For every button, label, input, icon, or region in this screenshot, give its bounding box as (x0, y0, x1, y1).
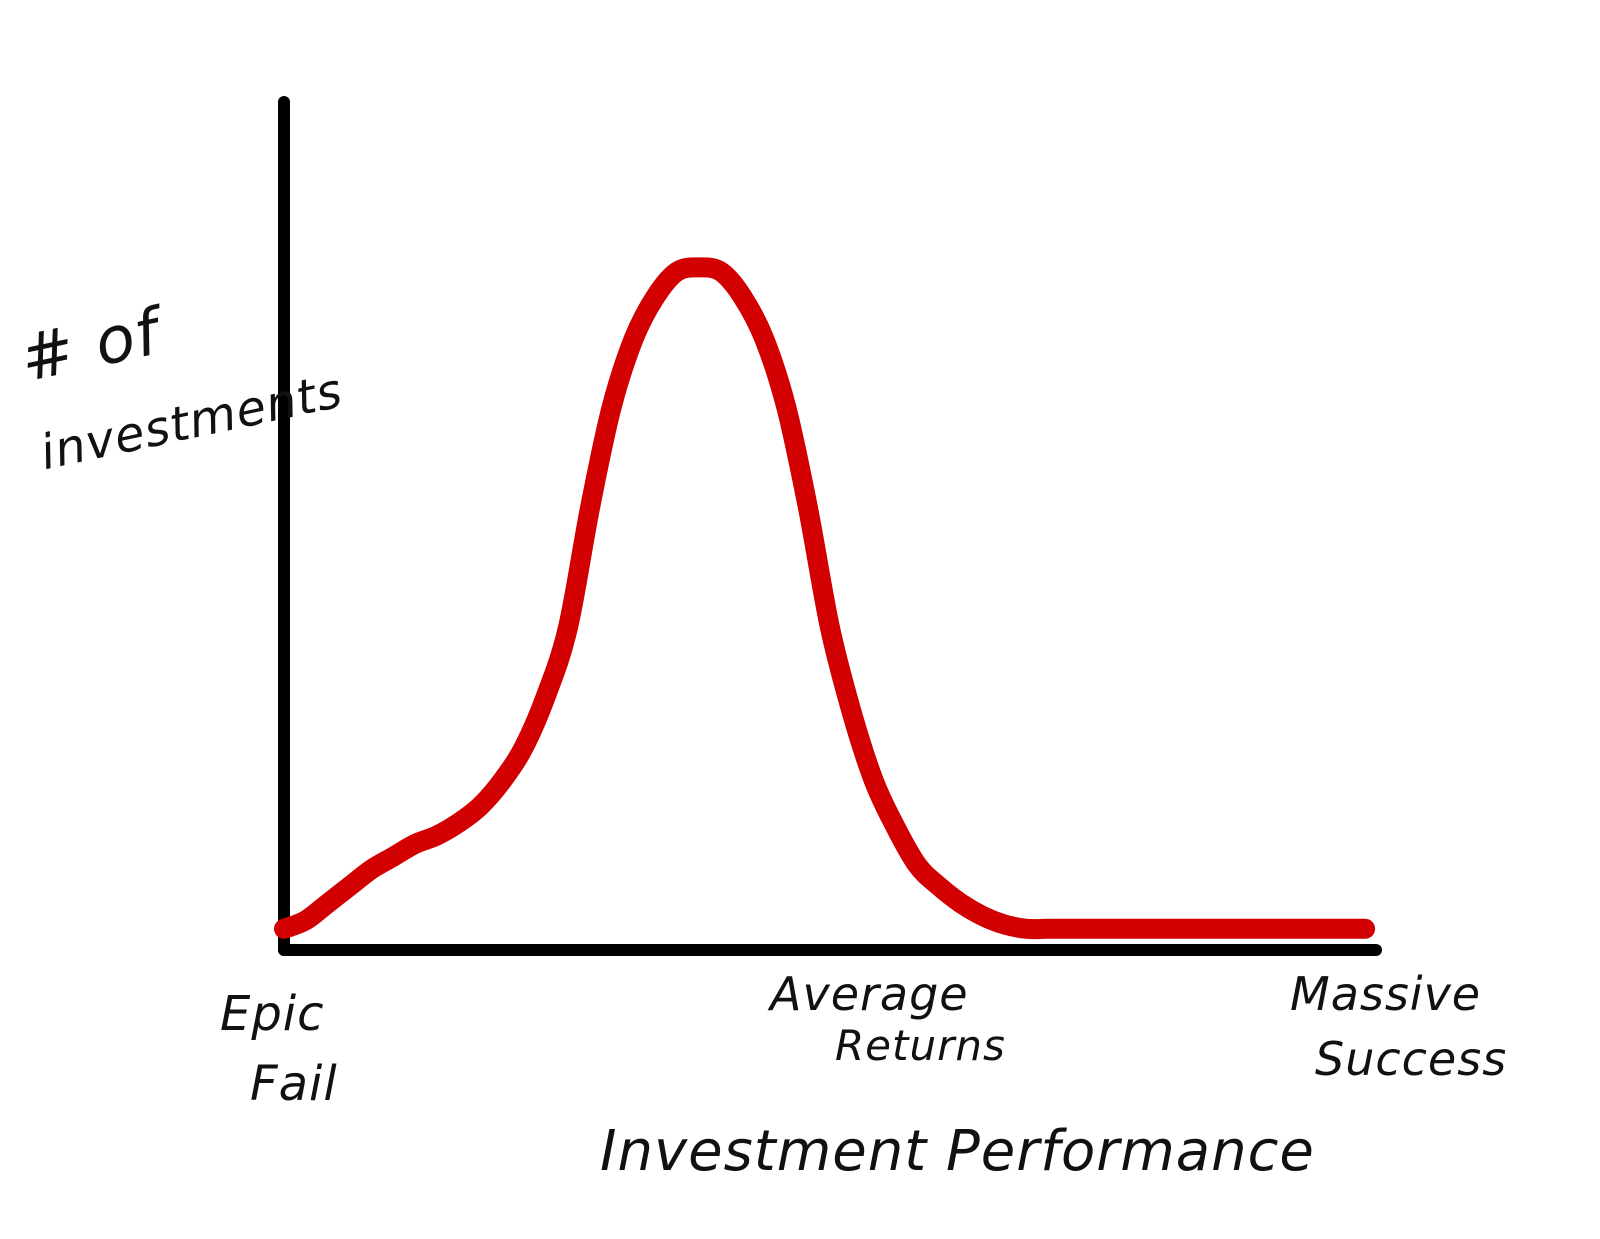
y-axis-label-line1: # of (14, 294, 173, 397)
x-tick-label-average-line1: Average (767, 967, 969, 1021)
x-tick-label-massive-line2: Success (1315, 1032, 1507, 1086)
x-tick-label-epic-line1: Epic (220, 986, 325, 1042)
x-tick-label-epic-line2: Fail (250, 1056, 338, 1112)
distribution-curve (274, 257, 1376, 940)
x-tick-label-average-line2: Returns (835, 1021, 1006, 1070)
x-axis-label: Investment Performance (600, 1119, 1315, 1184)
x-tick-label-massive-line1: Massive (1290, 967, 1481, 1021)
